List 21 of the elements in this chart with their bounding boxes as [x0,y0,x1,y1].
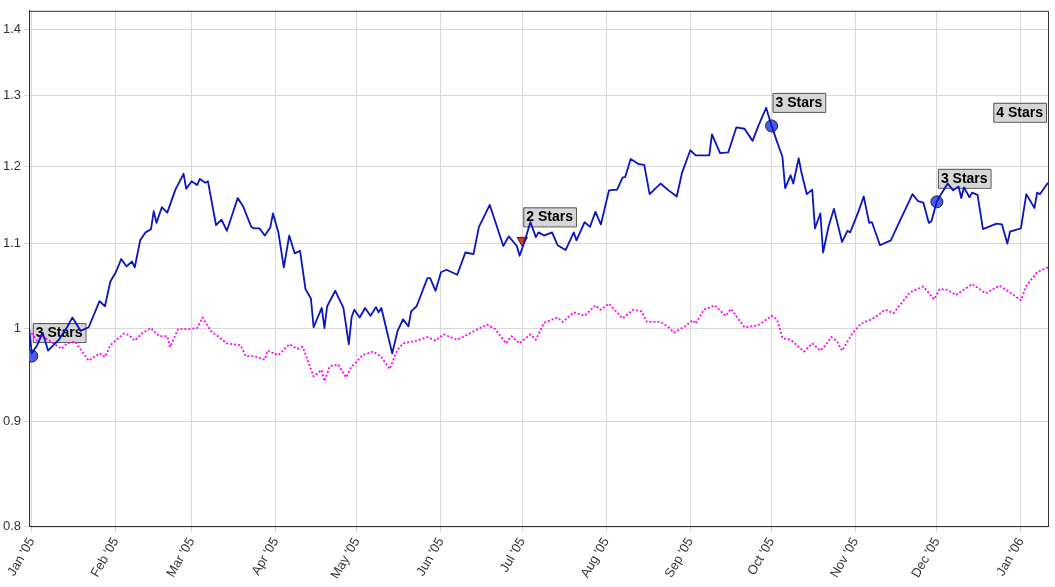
x-tick-label: Dec '05 [907,534,943,581]
x-tick-label: Jul '05 [496,534,528,575]
y-tick-label: 1.3 [2,86,22,102]
x-tick-label: Sep '05 [661,534,696,581]
x-tick-label: Mar '05 [162,534,198,580]
x-tick-label: Jun '05 [412,534,447,579]
annotation: 3 Stars [940,169,988,186]
annotation: 2 Stars [526,208,574,225]
x-tick-label: Jan '06 [992,534,1027,579]
y-tick-label: 1.4 [2,21,22,37]
y-tick-label: 1.1 [2,235,22,251]
annotation: 3 Stars [775,93,823,110]
y-tick-label: 0.9 [2,413,22,429]
x-tick-label: Oct '05 [743,534,778,578]
annotation: 4 Stars [996,103,1044,120]
x-tick-label: Feb '05 [87,534,122,580]
y-tick-label: 0.8 [2,517,22,533]
x-tick-label: Jan '05 [3,534,38,579]
y-tick-label: 1.2 [2,157,22,173]
y-tick-label: 1 [13,319,22,335]
x-tick-label: Apr '05 [248,534,282,578]
